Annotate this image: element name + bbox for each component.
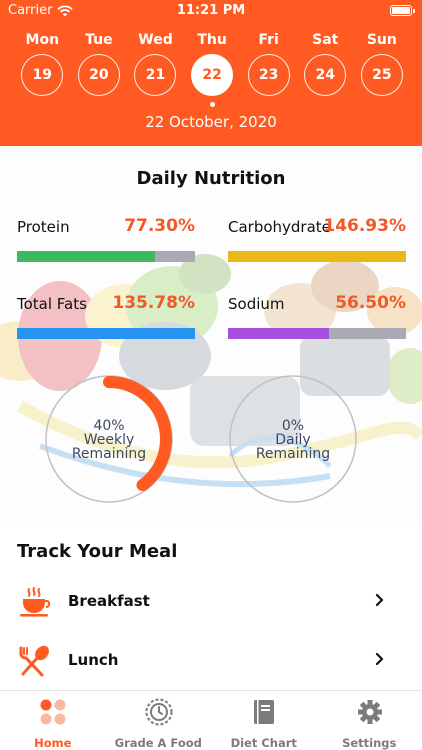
day-date-circle[interactable]: 24 <box>304 54 347 96</box>
day-tue[interactable]: Tue 20 <box>71 31 128 107</box>
nutrient-protein: Protein 77.30% <box>17 216 195 268</box>
progress-track <box>228 328 406 339</box>
tab-grade-a-food[interactable]: Grade A Food <box>106 691 212 750</box>
daily-label: Daily <box>275 432 311 448</box>
day-name: Wed <box>138 32 173 48</box>
chevron-right-icon <box>375 593 384 607</box>
selected-day-indicator <box>209 102 215 107</box>
ring-graphic <box>45 375 173 503</box>
nutrient-name: Sodium <box>228 295 285 313</box>
ring-track <box>229 375 357 503</box>
progress-fill <box>17 328 195 339</box>
ring-graphic <box>229 375 357 503</box>
day-indicator <box>266 102 271 107</box>
spoon-fork-icon <box>19 645 49 677</box>
ring-progress-arc <box>103 376 172 492</box>
coffee-cup-icon <box>20 587 51 617</box>
progress-fill <box>228 251 406 262</box>
nutrient-total-fats: Total Fats 135.78% <box>17 293 195 345</box>
clock-badge-icon <box>145 698 172 726</box>
daily-remaining-label: Remaining <box>255 446 331 462</box>
carrier-label: Carrier <box>8 3 53 18</box>
day-name: Tue <box>85 32 113 48</box>
day-indicator <box>379 102 384 107</box>
nutrient-carbohydrate: Carbohydrate 146.93% <box>228 216 406 268</box>
day-thu[interactable]: Thu 22 <box>184 31 241 107</box>
progress-fill <box>17 251 155 262</box>
nutrient-percent: 135.78% <box>112 293 195 313</box>
day-date-circle[interactable]: 21 <box>134 54 177 96</box>
weekly-percent: 40% <box>93 418 125 434</box>
home-dots-icon <box>40 699 66 725</box>
main-content: Daily Nutrition Protein 77.30% Carbohydr… <box>0 146 422 690</box>
day-name: Thu <box>197 32 227 48</box>
day-date-circle[interactable]: 23 <box>247 54 290 96</box>
day-sun[interactable]: Sun 25 <box>354 31 411 107</box>
status-bar: Carrier 11:21 PM <box>0 0 422 22</box>
nutrient-percent: 77.30% <box>124 216 195 236</box>
weekly-remaining-label: Remaining <box>71 446 147 462</box>
day-date-circle[interactable]: 20 <box>77 54 120 96</box>
day-name: Fri <box>258 32 279 48</box>
chevron-right-icon <box>375 652 384 666</box>
header: Carrier 11:21 PM Mon 19 Tue 20 Wed 21 Th <box>0 0 422 146</box>
progress-track <box>17 328 195 339</box>
nutrient-name: Protein <box>17 218 70 236</box>
meal-label: Lunch <box>68 651 119 669</box>
week-day-selector: Mon 19 Tue 20 Wed 21 Thu 22 Fri 23 Sat 2… <box>0 31 422 107</box>
tab-home[interactable]: Home <box>0 691 106 750</box>
gear-icon <box>357 700 382 724</box>
meal-row-breakfast[interactable]: Breakfast <box>0 578 422 626</box>
nutrient-sodium: Sodium 56.50% <box>228 293 406 345</box>
book-icon <box>254 700 274 724</box>
day-date-circle[interactable]: 19 <box>21 54 64 96</box>
day-sat[interactable]: Sat 24 <box>297 31 354 107</box>
day-fri[interactable]: Fri 23 <box>240 31 297 107</box>
daily-nutrition-title: Daily Nutrition <box>136 168 286 189</box>
tab-label: Grade A Food <box>114 736 202 750</box>
progress-fill <box>228 328 329 339</box>
day-name: Sun <box>366 32 397 48</box>
tab-label: Diet Chart <box>230 736 297 750</box>
daily-percent: 0% <box>281 418 305 434</box>
day-indicator <box>96 102 101 107</box>
day-indicator <box>323 102 328 107</box>
day-indicator <box>40 102 45 107</box>
nutrient-percent: 56.50% <box>335 293 406 313</box>
tab-label: Settings <box>342 736 397 750</box>
day-name: Sat <box>312 32 339 48</box>
day-mon[interactable]: Mon 19 <box>14 31 71 107</box>
daily-remaining-ring: 0% Daily Remaining <box>228 374 358 504</box>
meal-row-lunch[interactable]: Lunch <box>0 637 422 685</box>
battery-icon <box>390 5 415 16</box>
tab-settings[interactable]: Settings <box>317 691 422 750</box>
tab-diet-chart[interactable]: Diet Chart <box>211 691 317 750</box>
day-wed[interactable]: Wed 21 <box>127 31 184 107</box>
nutrient-name: Total Fats <box>17 295 87 313</box>
progress-track <box>228 251 406 262</box>
day-name: Mon <box>25 32 60 48</box>
wifi-icon <box>57 4 74 16</box>
track-meal-title: Track Your Meal <box>17 541 178 562</box>
weekly-label: Weekly <box>83 432 135 448</box>
tab-label: Home <box>34 736 72 750</box>
status-time: 11:21 PM <box>176 3 246 18</box>
day-date-circle[interactable]: 22 <box>191 54 234 96</box>
meal-label: Breakfast <box>68 592 150 610</box>
day-indicator <box>153 102 158 107</box>
tab-bar: Home Grade A Food Diet Chart <box>0 690 422 750</box>
selected-date-label: 22 October, 2020 <box>145 113 277 131</box>
nutrient-percent: 146.93% <box>323 216 406 236</box>
weekly-remaining-ring: 40% Weekly Remaining <box>44 374 174 504</box>
progress-track <box>17 251 195 262</box>
nutrient-name: Carbohydrate <box>228 218 331 236</box>
day-date-circle[interactable]: 25 <box>360 54 403 96</box>
